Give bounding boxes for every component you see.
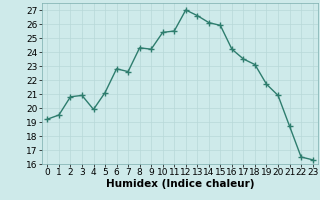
X-axis label: Humidex (Indice chaleur): Humidex (Indice chaleur)	[106, 179, 254, 189]
